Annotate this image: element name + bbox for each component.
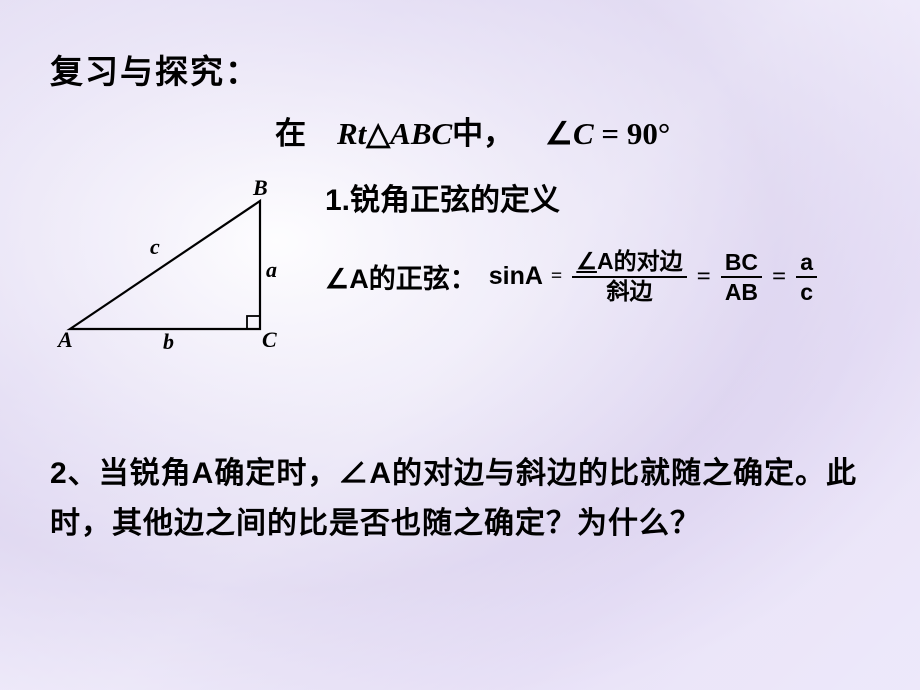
vertex-A: A <box>58 327 73 353</box>
vertex-B: B <box>253 175 268 201</box>
slide: 复习与探究： 在 Rt△ABC中， ∠C = 90° A B C a b c 1… <box>0 0 920 690</box>
ctx-abc: ABC <box>390 116 452 151</box>
ctx-c: C <box>573 116 594 151</box>
paragraph-2: 2、当锐角A确定时，∠A的对边与斜边的比就随之确定。此时，其他边之间的比是否也随… <box>50 449 870 548</box>
ctx-deg: 90° <box>627 116 670 151</box>
vertex-C: C <box>262 327 277 353</box>
f2-den: AB <box>721 278 762 306</box>
f1-angle: ∠ <box>576 249 597 274</box>
f1-num: ∠A的对边 <box>572 247 686 276</box>
triangle-diagram: A B C a b c <box>50 179 300 359</box>
sin-A: sinA <box>489 262 543 291</box>
side-b: b <box>163 329 174 355</box>
context-line: 在 Rt△ABC中， ∠C = 90° <box>275 108 870 153</box>
ctx-in: 中， <box>452 116 514 151</box>
ctx-rt: Rt <box>337 116 366 151</box>
ctx-prefix: 在 <box>275 116 306 151</box>
side-a: a <box>266 257 277 283</box>
ctx-eq: = <box>594 116 627 151</box>
f3-den: c <box>796 278 817 306</box>
formula-prefix: ∠A的正弦： <box>325 257 477 296</box>
subheading-1: 1.锐角正弦的定义 <box>325 175 870 219</box>
f1-den: 斜边 <box>602 278 656 306</box>
pre-angle: ∠ <box>325 264 349 294</box>
eq1: = <box>551 265 562 288</box>
right-column: 1.锐角正弦的定义 ∠A的正弦： sinA = ∠A的对边 斜边 = BC <box>300 171 870 307</box>
ctx-angle: ∠ <box>545 116 573 151</box>
pre-A: A <box>349 264 369 294</box>
row-1: A B C a b c 1.锐角正弦的定义 ∠A的正弦： sinA = ∠A的对… <box>50 171 870 359</box>
pre-txt: 的正弦： <box>369 264 477 294</box>
eq2: = <box>697 263 711 291</box>
eq3: = <box>772 263 786 291</box>
fraction-1: ∠A的对边 斜边 <box>572 247 686 307</box>
f2-num: BC <box>721 248 762 276</box>
side-c: c <box>150 234 160 260</box>
f3-num: a <box>796 248 817 276</box>
fraction-2: BC AB <box>721 248 762 307</box>
fraction-3: a c <box>796 248 817 307</box>
ctx-tri: △ <box>366 116 390 151</box>
triangle-shape <box>70 201 260 329</box>
section-header: 复习与探究： <box>50 45 870 93</box>
f1-A: A <box>597 248 614 274</box>
sine-formula: ∠A的正弦： sinA = ∠A的对边 斜边 = BC AB = <box>325 247 870 307</box>
right-angle-icon <box>247 316 260 329</box>
f1-txt: 的对边 <box>614 249 683 274</box>
